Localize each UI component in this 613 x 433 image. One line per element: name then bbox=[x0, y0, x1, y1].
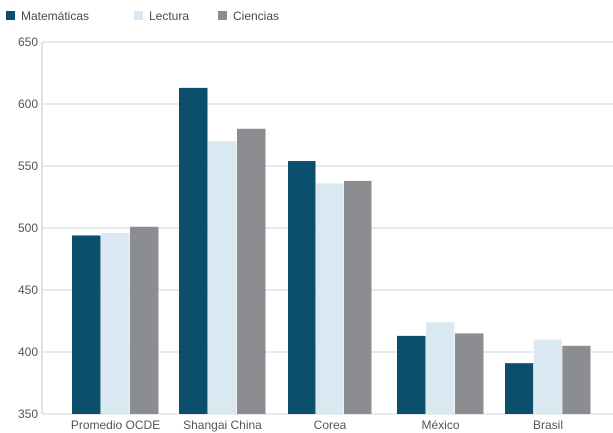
y-tick-label: 450 bbox=[18, 283, 38, 297]
bar-2-1 bbox=[101, 232, 130, 414]
legend-swatch-1 bbox=[134, 11, 143, 20]
bar-3-1 bbox=[130, 226, 159, 414]
y-tick-label: 650 bbox=[18, 35, 38, 49]
bar-2-5 bbox=[533, 339, 562, 414]
legend-label-0: Matemáticas bbox=[21, 9, 89, 23]
bar-1-5 bbox=[505, 363, 534, 414]
bar-3-4 bbox=[455, 333, 484, 414]
x-axis: Promedio OCDE Shangai China Corea México Bra… bbox=[71, 418, 563, 432]
bar-2-2 bbox=[208, 141, 237, 414]
y-tick-label: 350 bbox=[18, 407, 38, 421]
legend-swatch-0 bbox=[6, 11, 15, 20]
legend-swatch-2 bbox=[218, 11, 227, 20]
legend-label-2: Ciencias bbox=[233, 9, 279, 23]
bar-1-4 bbox=[397, 335, 426, 414]
legend: Matemáticas Lectura Ciencias bbox=[6, 9, 279, 23]
x-tick-label: Shangai China bbox=[183, 418, 262, 432]
bars bbox=[72, 87, 591, 415]
y-tick-label: 500 bbox=[18, 221, 38, 235]
y-tick-label: 400 bbox=[18, 345, 38, 359]
bar-2-4 bbox=[426, 322, 455, 414]
bar-1-1 bbox=[72, 235, 101, 414]
x-tick-label: México bbox=[421, 418, 459, 432]
y-tick-label: 600 bbox=[18, 97, 38, 111]
legend-item-1: Lectura bbox=[134, 9, 189, 23]
x-tick-label: Brasil bbox=[533, 418, 563, 432]
bar-2-3 bbox=[316, 183, 344, 414]
bar-3-5 bbox=[562, 345, 591, 414]
bar-3-3 bbox=[344, 180, 372, 414]
y-axis: 350 400 450 500 550 600 650 bbox=[18, 35, 43, 421]
legend-item-2: Ciencias bbox=[218, 9, 279, 23]
legend-item-0: Matemáticas bbox=[6, 9, 89, 23]
y-tick-label: 550 bbox=[18, 159, 38, 173]
x-tick-label: Corea bbox=[314, 418, 347, 432]
bar-1-3 bbox=[288, 161, 316, 414]
legend-label-1: Lectura bbox=[149, 9, 189, 23]
bar-3-2 bbox=[237, 128, 266, 415]
x-tick-label: Promedio OCDE bbox=[71, 418, 160, 432]
bar-1-2 bbox=[179, 87, 208, 414]
